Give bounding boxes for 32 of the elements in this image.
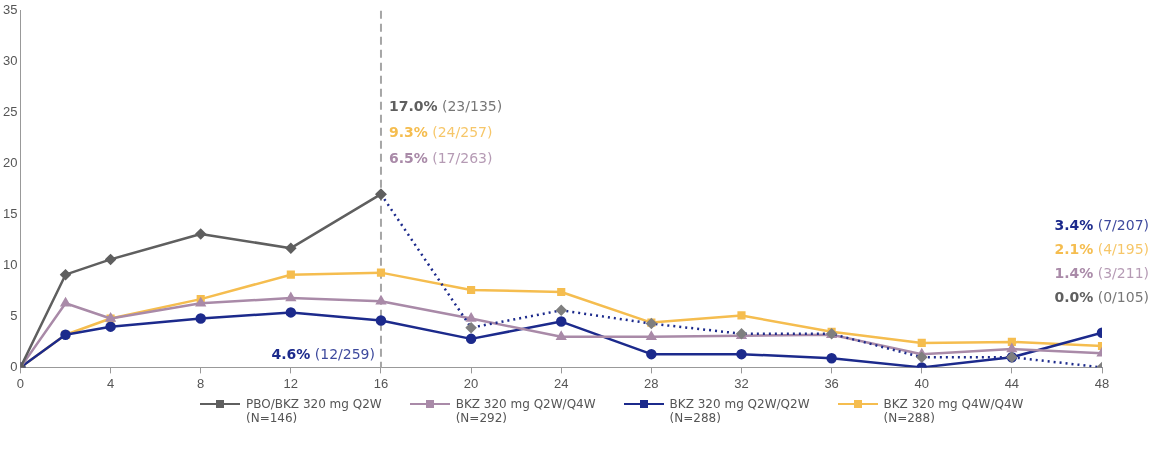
annotation: 2.1% (4/195) <box>1054 241 1150 258</box>
x-tick-label: 32 <box>734 375 749 391</box>
annotation: 6.5% (17/263) <box>388 149 493 166</box>
legend-label: BKZ 320 mg Q4W/Q4W (N=288) <box>883 397 1024 425</box>
x-tick-label: 48 <box>1094 375 1110 391</box>
x-tick-label: 12 <box>283 375 299 391</box>
legend-label: BKZ 320 mg Q2W/Q2W (N=288) <box>669 397 810 425</box>
legend-label: PBO/BKZ 320 mg Q2W (N=146) <box>246 397 382 425</box>
x-tick-label: 44 <box>1004 375 1020 391</box>
annotation: 4.6% (12/259) <box>271 346 375 363</box>
annotation: 1.4% (3/211) <box>1054 265 1150 282</box>
x-tick-label: 20 <box>463 375 479 391</box>
y-tick-label: 30 <box>2 53 18 69</box>
annotation: 17.0% (23/135) <box>388 97 503 114</box>
x-tick-label: 16 <box>373 375 389 391</box>
y-tick-label: 0 <box>10 358 18 374</box>
x-tick-label: 40 <box>914 375 929 391</box>
y-tick-label: 5 <box>10 308 18 324</box>
x-tick-label: 28 <box>644 375 659 391</box>
y-tick-label: 10 <box>2 257 18 273</box>
legend-label: BKZ 320 mg Q2W/Q4W (N=292) <box>455 397 596 425</box>
y-tick-label: 25 <box>2 104 18 120</box>
annotation: 0.0% (0/105) <box>1054 289 1150 306</box>
annotation: 3.4% (7/207) <box>1054 217 1150 234</box>
annotation: 9.3% (24/257) <box>388 123 493 140</box>
y-tick-label: 15 <box>2 206 18 222</box>
y-tick-label: 20 <box>2 155 18 171</box>
x-tick-label: 24 <box>554 375 569 391</box>
x-tick-label: 4 <box>106 375 115 391</box>
x-tick-label: 8 <box>197 375 205 391</box>
y-tick-label: 35 <box>2 2 18 18</box>
x-tick-label: 36 <box>824 375 839 391</box>
